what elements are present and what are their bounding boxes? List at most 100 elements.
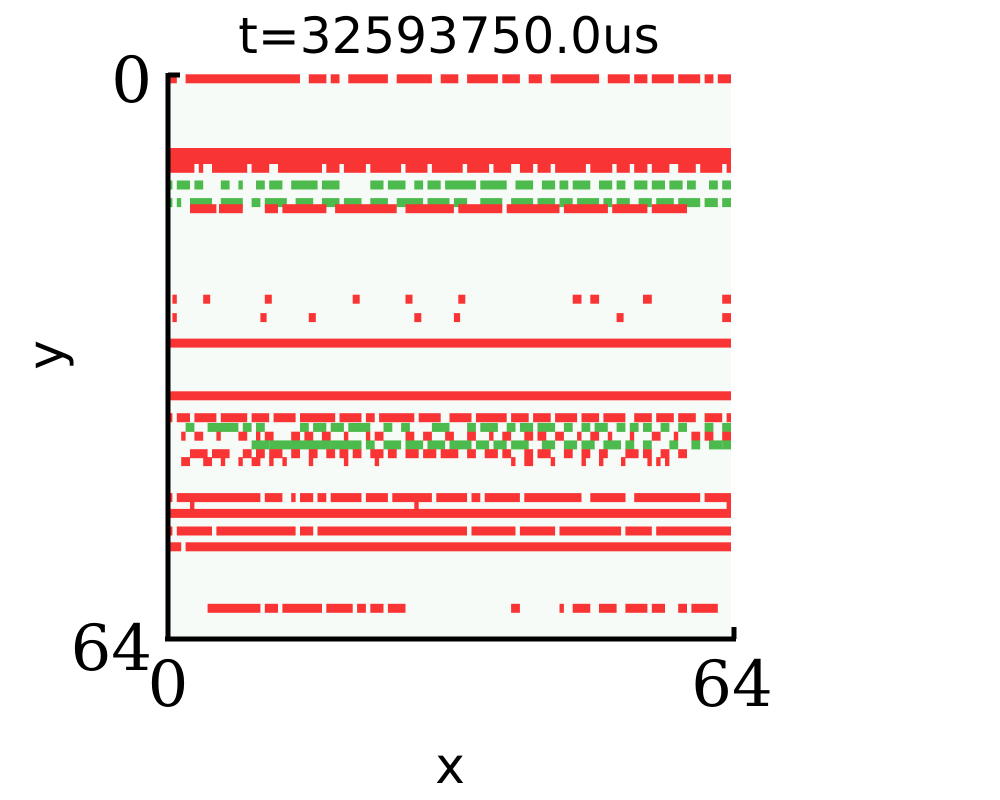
heatmap-segment-red (519, 163, 534, 173)
heatmap-segment-red (651, 603, 665, 613)
heatmap-segment-red (220, 413, 248, 423)
heatmap-segment-red (678, 74, 701, 84)
heatmap-segment-red (691, 603, 718, 613)
heatmap-segment-red (264, 493, 283, 503)
heatmap-segment-green (643, 422, 652, 432)
heatmap-segment-green (541, 440, 556, 450)
heatmap-segment-green (722, 180, 731, 190)
heatmap-segment-red (282, 603, 322, 613)
heatmap-segment-green (480, 198, 503, 208)
heatmap-segment-red (726, 163, 731, 173)
heatmap-segment-green (603, 440, 621, 450)
heatmap-segment-red (599, 457, 604, 467)
heatmap-segment-green (343, 198, 362, 208)
heatmap-segment-red (555, 163, 586, 173)
heatmap-segment-green (370, 198, 388, 208)
heatmap-segment-red (581, 413, 600, 423)
heatmap-segment-red (651, 204, 687, 214)
heatmap-segment-red (414, 501, 419, 510)
heatmap-segment-red (304, 431, 314, 441)
heatmap-segment-red (484, 449, 498, 459)
heatmap-segment-green (242, 422, 252, 432)
heatmap-segment-green (669, 180, 683, 190)
heatmap-segment-red (467, 74, 498, 84)
heatmap-segment-red (190, 204, 217, 214)
heatmap-segment-red (212, 163, 248, 173)
heatmap-segment-red (181, 457, 190, 467)
heatmap-segment-red (590, 294, 600, 304)
heatmap-segment-red (308, 74, 327, 84)
heatmap-segment-red (321, 431, 331, 441)
heatmap-segment-green (709, 440, 723, 450)
heatmap-segment-red (242, 449, 252, 459)
heatmap-segment-red (603, 413, 626, 423)
heatmap-segment-green (176, 198, 182, 208)
heatmap-segment-red (370, 163, 402, 173)
heatmap-segment-red (467, 449, 476, 459)
y-axis-label: y (17, 340, 75, 370)
heatmap-segment-red (168, 391, 731, 401)
heatmap-segment-red (533, 413, 551, 423)
heatmap-segment-red (343, 163, 366, 173)
heatmap-segment-red (352, 294, 360, 304)
heatmap-segment-green (269, 440, 331, 450)
heatmap-segment-red (506, 204, 560, 214)
heatmap-segment-red (502, 431, 512, 441)
heatmap-segment-green (656, 198, 674, 208)
heatmap-segment-green (678, 198, 701, 208)
heatmap-segment-green (445, 180, 476, 190)
heatmap-segment-red (471, 526, 516, 536)
heatmap-segment-green (251, 198, 261, 208)
heatmap-segment-red (405, 204, 454, 214)
heatmap-segment-green (467, 422, 476, 432)
heatmap-segment-red (168, 163, 195, 173)
heatmap-segment-green (722, 422, 731, 432)
heatmap-segment-green (295, 198, 314, 208)
x-axis-label: x (435, 737, 465, 795)
heatmap-segment-red (330, 493, 362, 503)
heatmap-segment-red (700, 163, 723, 173)
heatmap-segment-green (269, 180, 283, 190)
heatmap-segment-red (489, 431, 494, 441)
heatmap-segment-green (629, 422, 639, 432)
heatmap-segment-red (678, 163, 696, 173)
heatmap-segment-green (256, 422, 265, 432)
heatmap-segment-red (458, 204, 503, 214)
heatmap-segment-red (453, 313, 461, 323)
heatmap-segment-red (634, 163, 648, 173)
heatmap-segment-red (308, 313, 316, 323)
heatmap-segment-red (563, 449, 573, 459)
x-tick-label-64: 64 (691, 648, 772, 722)
heatmap-segment-red (722, 294, 731, 304)
heatmap-segment-red (651, 74, 674, 84)
heatmap-segment-red (722, 431, 731, 441)
heatmap-segment-red (691, 431, 701, 441)
heatmap-segment-red (282, 457, 287, 467)
heatmap-segment-green (577, 198, 600, 208)
heatmap-segment-red (726, 501, 731, 510)
heatmap-segment-red (365, 493, 388, 503)
heatmap-segment-green (387, 180, 406, 190)
heatmap-segment-red (207, 603, 261, 613)
heatmap-cells (168, 74, 732, 613)
heatmap-segment-red (537, 431, 547, 441)
heatmap-segment-red (599, 603, 617, 613)
heatmap-segment-green (616, 422, 626, 432)
heatmap-segment-green (256, 180, 265, 190)
heatmap-segment-green (480, 180, 507, 190)
heatmap-segment-red (168, 542, 182, 552)
heatmap-segment-red (572, 603, 591, 613)
heatmap-segment-red (612, 204, 648, 214)
heatmap-segment-green (625, 440, 635, 450)
heatmap-segment-red (374, 457, 380, 467)
heatmap-segment-red (238, 457, 243, 467)
heatmap-segment-green (480, 422, 498, 432)
heatmap-segment-red (181, 431, 186, 441)
heatmap-segment-red (308, 449, 318, 459)
heatmap-segment-red (317, 526, 467, 536)
heatmap-segment-red (282, 204, 327, 214)
heatmap-segment-red (291, 493, 296, 503)
heatmap-segment-green (396, 198, 424, 208)
heatmap-segment-green (704, 422, 714, 432)
heatmap-segment-red (502, 74, 520, 84)
